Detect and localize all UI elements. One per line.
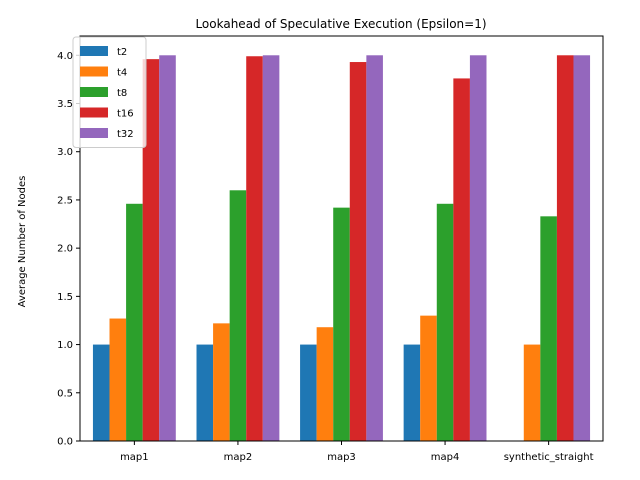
legend-label-t2: t2 xyxy=(117,47,127,58)
y-tick-label: 0.0 xyxy=(57,437,73,448)
bar-t8-synthetic_straight xyxy=(540,216,557,441)
bars-group xyxy=(92,55,591,442)
bar-t16-synthetic_straight xyxy=(556,55,574,442)
bar-t16-map4 xyxy=(453,78,470,441)
bar-t4-map2 xyxy=(213,323,230,441)
legend-swatch-t2 xyxy=(80,46,108,56)
legend-label-t4: t4 xyxy=(117,68,127,79)
bar-t2-map3 xyxy=(300,344,317,441)
legend-box xyxy=(72,36,147,148)
bar-t8-map1 xyxy=(126,203,143,441)
y-tick-label: 0.5 xyxy=(57,388,73,399)
bar-t2-map4 xyxy=(403,344,421,441)
x-tick-label: synthetic_straight xyxy=(504,452,594,463)
legend-label-t16: t16 xyxy=(117,109,134,120)
bar-t2-map1 xyxy=(92,344,110,441)
legend-swatch-t32 xyxy=(80,128,108,138)
bar-t16-map3 xyxy=(349,62,367,442)
legend: t2 t4 t8 t16 t32 xyxy=(72,36,147,148)
chart-title: Lookahead of Speculative Execution (Epsi… xyxy=(195,17,486,31)
legend-swatch-t16 xyxy=(80,107,108,118)
bar-t4-map4 xyxy=(420,315,437,441)
bar-t32-map2 xyxy=(262,55,280,442)
y-tick-label: 1.5 xyxy=(57,292,73,303)
bar-t8-map4 xyxy=(436,203,454,441)
plot-frame xyxy=(79,35,604,442)
bar-t32-map1 xyxy=(159,55,176,442)
bar-t4-map1 xyxy=(109,318,127,441)
y-tick-label: 4.0 xyxy=(57,51,73,62)
bar-t8-map3 xyxy=(333,207,350,441)
y-tick-label: 3.5 xyxy=(57,99,73,110)
x-tick-label: map4 xyxy=(431,452,460,463)
bar-t8-map2 xyxy=(229,190,247,441)
bar-t32-map4 xyxy=(469,55,487,442)
y-tick-label: 2.0 xyxy=(57,244,73,255)
y-tick-label: 1.0 xyxy=(57,340,73,351)
y-tick-label: 3.0 xyxy=(57,147,73,158)
bar-t2-map2 xyxy=(196,344,214,441)
bar-t32-synthetic_straight xyxy=(573,55,591,442)
x-tick-label: map3 xyxy=(327,452,356,463)
bar-t4-map3 xyxy=(316,327,334,441)
bar-t4-synthetic_straight xyxy=(523,344,541,441)
bar-t16-map2 xyxy=(246,56,263,441)
bar-t16-map1 xyxy=(142,59,160,442)
x-tick-label: map2 xyxy=(224,452,253,463)
y-axis-label: Average Number of Nodes xyxy=(17,176,28,308)
legend-swatch-t8 xyxy=(80,87,108,97)
legend-label-t8: t8 xyxy=(117,88,127,99)
x-tick-label: map1 xyxy=(120,452,149,463)
legend-label-t32: t32 xyxy=(117,129,134,140)
x-axis: map1 map2 map3 map4 synthetic_straight xyxy=(120,441,594,463)
y-tick-label: 2.5 xyxy=(57,195,73,206)
legend-swatch-t4 xyxy=(80,66,108,77)
bar-t32-map3 xyxy=(366,55,383,442)
